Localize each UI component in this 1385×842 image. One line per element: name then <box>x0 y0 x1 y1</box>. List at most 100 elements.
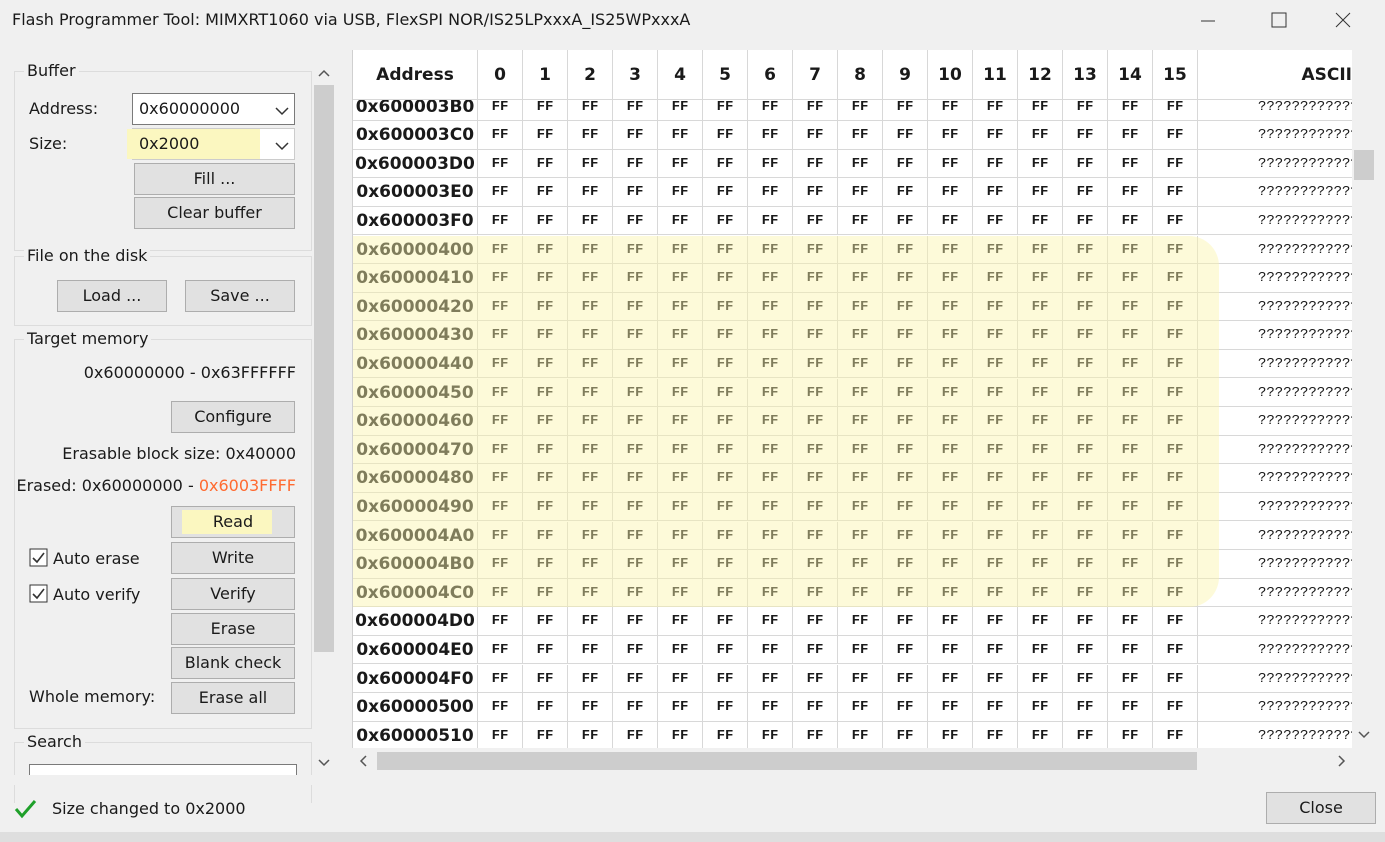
byte-cell: FF <box>1153 206 1198 236</box>
byte-cell: FF <box>883 550 928 579</box>
byte-cell: FF <box>1153 149 1198 179</box>
label: Address: <box>29 99 99 118</box>
byte-cell: FF <box>883 435 928 465</box>
left-scrollbar[interactable] <box>312 62 336 775</box>
byte-cell: FF <box>1063 521 1108 551</box>
byte-cell: FF <box>793 121 838 150</box>
button[interactable]: Load ... <box>57 280 167 312</box>
button[interactable]: Blank check <box>171 647 295 679</box>
byte-cell: FF <box>883 378 928 408</box>
button[interactable]: Save ... <box>185 280 295 312</box>
byte-cell: FF <box>478 121 523 150</box>
byte-cell: FF <box>478 407 523 436</box>
grid-vscroll[interactable] <box>1352 50 1376 748</box>
byte-cell: FF <box>703 693 748 722</box>
byte-cell: FF <box>748 492 793 522</box>
button[interactable]: Erase all <box>171 682 295 714</box>
group-title: Target memory <box>24 329 152 348</box>
byte-cell: FF <box>703 464 748 493</box>
size-combo[interactable]: 0x2000 <box>127 128 295 160</box>
byte-cell: FF <box>838 464 883 493</box>
byte-cell: FF <box>973 292 1018 322</box>
byte-cell: FF <box>1153 407 1198 436</box>
window-title: Flash Programmer Tool: MIMXRT1060 via US… <box>12 10 691 29</box>
byte-cell: FF <box>1063 407 1108 436</box>
ascii-cell: ???????????????? <box>1198 550 1353 579</box>
window-controls[interactable] <box>1190 0 1385 42</box>
button[interactable]: Read <box>171 506 295 538</box>
button[interactable]: Erase <box>171 613 295 645</box>
byte-cell: FF <box>1018 693 1063 722</box>
byte-cell: FF <box>973 149 1018 179</box>
row-address: 0x600004A0 <box>353 521 478 551</box>
byte-cell: FF <box>793 292 838 322</box>
byte-cell: FF <box>1018 550 1063 579</box>
ascii-cell: ???????????????? <box>1198 235 1353 265</box>
byte-cell: FF <box>523 492 568 522</box>
byte-cell: FF <box>1108 607 1153 636</box>
byte-cell: FF <box>793 607 838 636</box>
byte-cell: FF <box>928 378 973 408</box>
column-header: 1 <box>523 50 568 100</box>
byte-cell: FF <box>1018 235 1063 265</box>
byte-cell: FF <box>883 100 928 122</box>
byte-cell: FF <box>1108 178 1153 207</box>
byte-cell: FF <box>1063 292 1108 322</box>
byte-cell: FF <box>703 407 748 436</box>
row-address: 0x600004B0 <box>353 550 478 579</box>
button[interactable]: Close <box>1266 792 1376 824</box>
byte-cell: FF <box>1108 407 1153 436</box>
label: Size: <box>29 134 68 153</box>
grid-hscroll[interactable] <box>352 750 1352 772</box>
byte-cell: FF <box>523 693 568 722</box>
byte-cell: FF <box>613 492 658 522</box>
byte-cell: FF <box>1018 407 1063 436</box>
byte-cell: FF <box>883 178 928 207</box>
byte-cell: FF <box>1153 521 1198 551</box>
file-group <box>14 256 312 326</box>
byte-cell: FF <box>523 100 568 122</box>
byte-cell: FF <box>613 664 658 694</box>
byte-cell: FF <box>838 407 883 436</box>
byte-cell: FF <box>568 321 613 350</box>
byte-cell: FF <box>973 100 1018 122</box>
byte-cell: FF <box>613 464 658 493</box>
byte-cell: FF <box>523 292 568 322</box>
byte-cell: FF <box>1063 264 1108 293</box>
byte-cell: FF <box>1063 721 1108 748</box>
byte-cell: FF <box>1018 292 1063 322</box>
button[interactable]: Write <box>171 542 295 574</box>
byte-cell: FF <box>748 235 793 265</box>
column-header: 14 <box>1108 50 1153 100</box>
byte-cell: FF <box>1108 550 1153 579</box>
byte-cell: FF <box>568 607 613 636</box>
ascii-cell: ???????????????? <box>1198 100 1353 122</box>
byte-cell: FF <box>703 349 748 379</box>
byte-cell: FF <box>1153 292 1198 322</box>
button[interactable]: Verify <box>171 578 295 610</box>
byte-cell: FF <box>613 550 658 579</box>
checkboxes[interactable] <box>29 548 49 604</box>
byte-cell: FF <box>703 178 748 207</box>
byte-cell: FF <box>523 578 568 608</box>
ascii-cell: ???????????????? <box>1198 693 1353 722</box>
byte-cell: FF <box>568 664 613 694</box>
byte-cell: FF <box>883 721 928 748</box>
byte-cell: FF <box>568 100 613 122</box>
button[interactable]: Configure <box>171 401 295 433</box>
byte-cell: FF <box>748 149 793 179</box>
byte-cell: FF <box>883 149 928 179</box>
byte-cell: FF <box>1153 492 1198 522</box>
address-combo[interactable]: 0x60000000 <box>132 93 295 125</box>
button[interactable]: Clear buffer <box>134 197 295 229</box>
byte-cell: FF <box>613 121 658 150</box>
row-address: 0x60000500 <box>353 693 478 722</box>
byte-cell: FF <box>883 607 928 636</box>
button[interactable]: Fill ... <box>134 163 295 195</box>
byte-cell: FF <box>1018 349 1063 379</box>
byte-cell: FF <box>973 407 1018 436</box>
byte-cell: FF <box>1153 721 1198 748</box>
byte-cell: FF <box>1153 464 1198 493</box>
byte-cell: FF <box>613 435 658 465</box>
byte-cell: FF <box>568 693 613 722</box>
